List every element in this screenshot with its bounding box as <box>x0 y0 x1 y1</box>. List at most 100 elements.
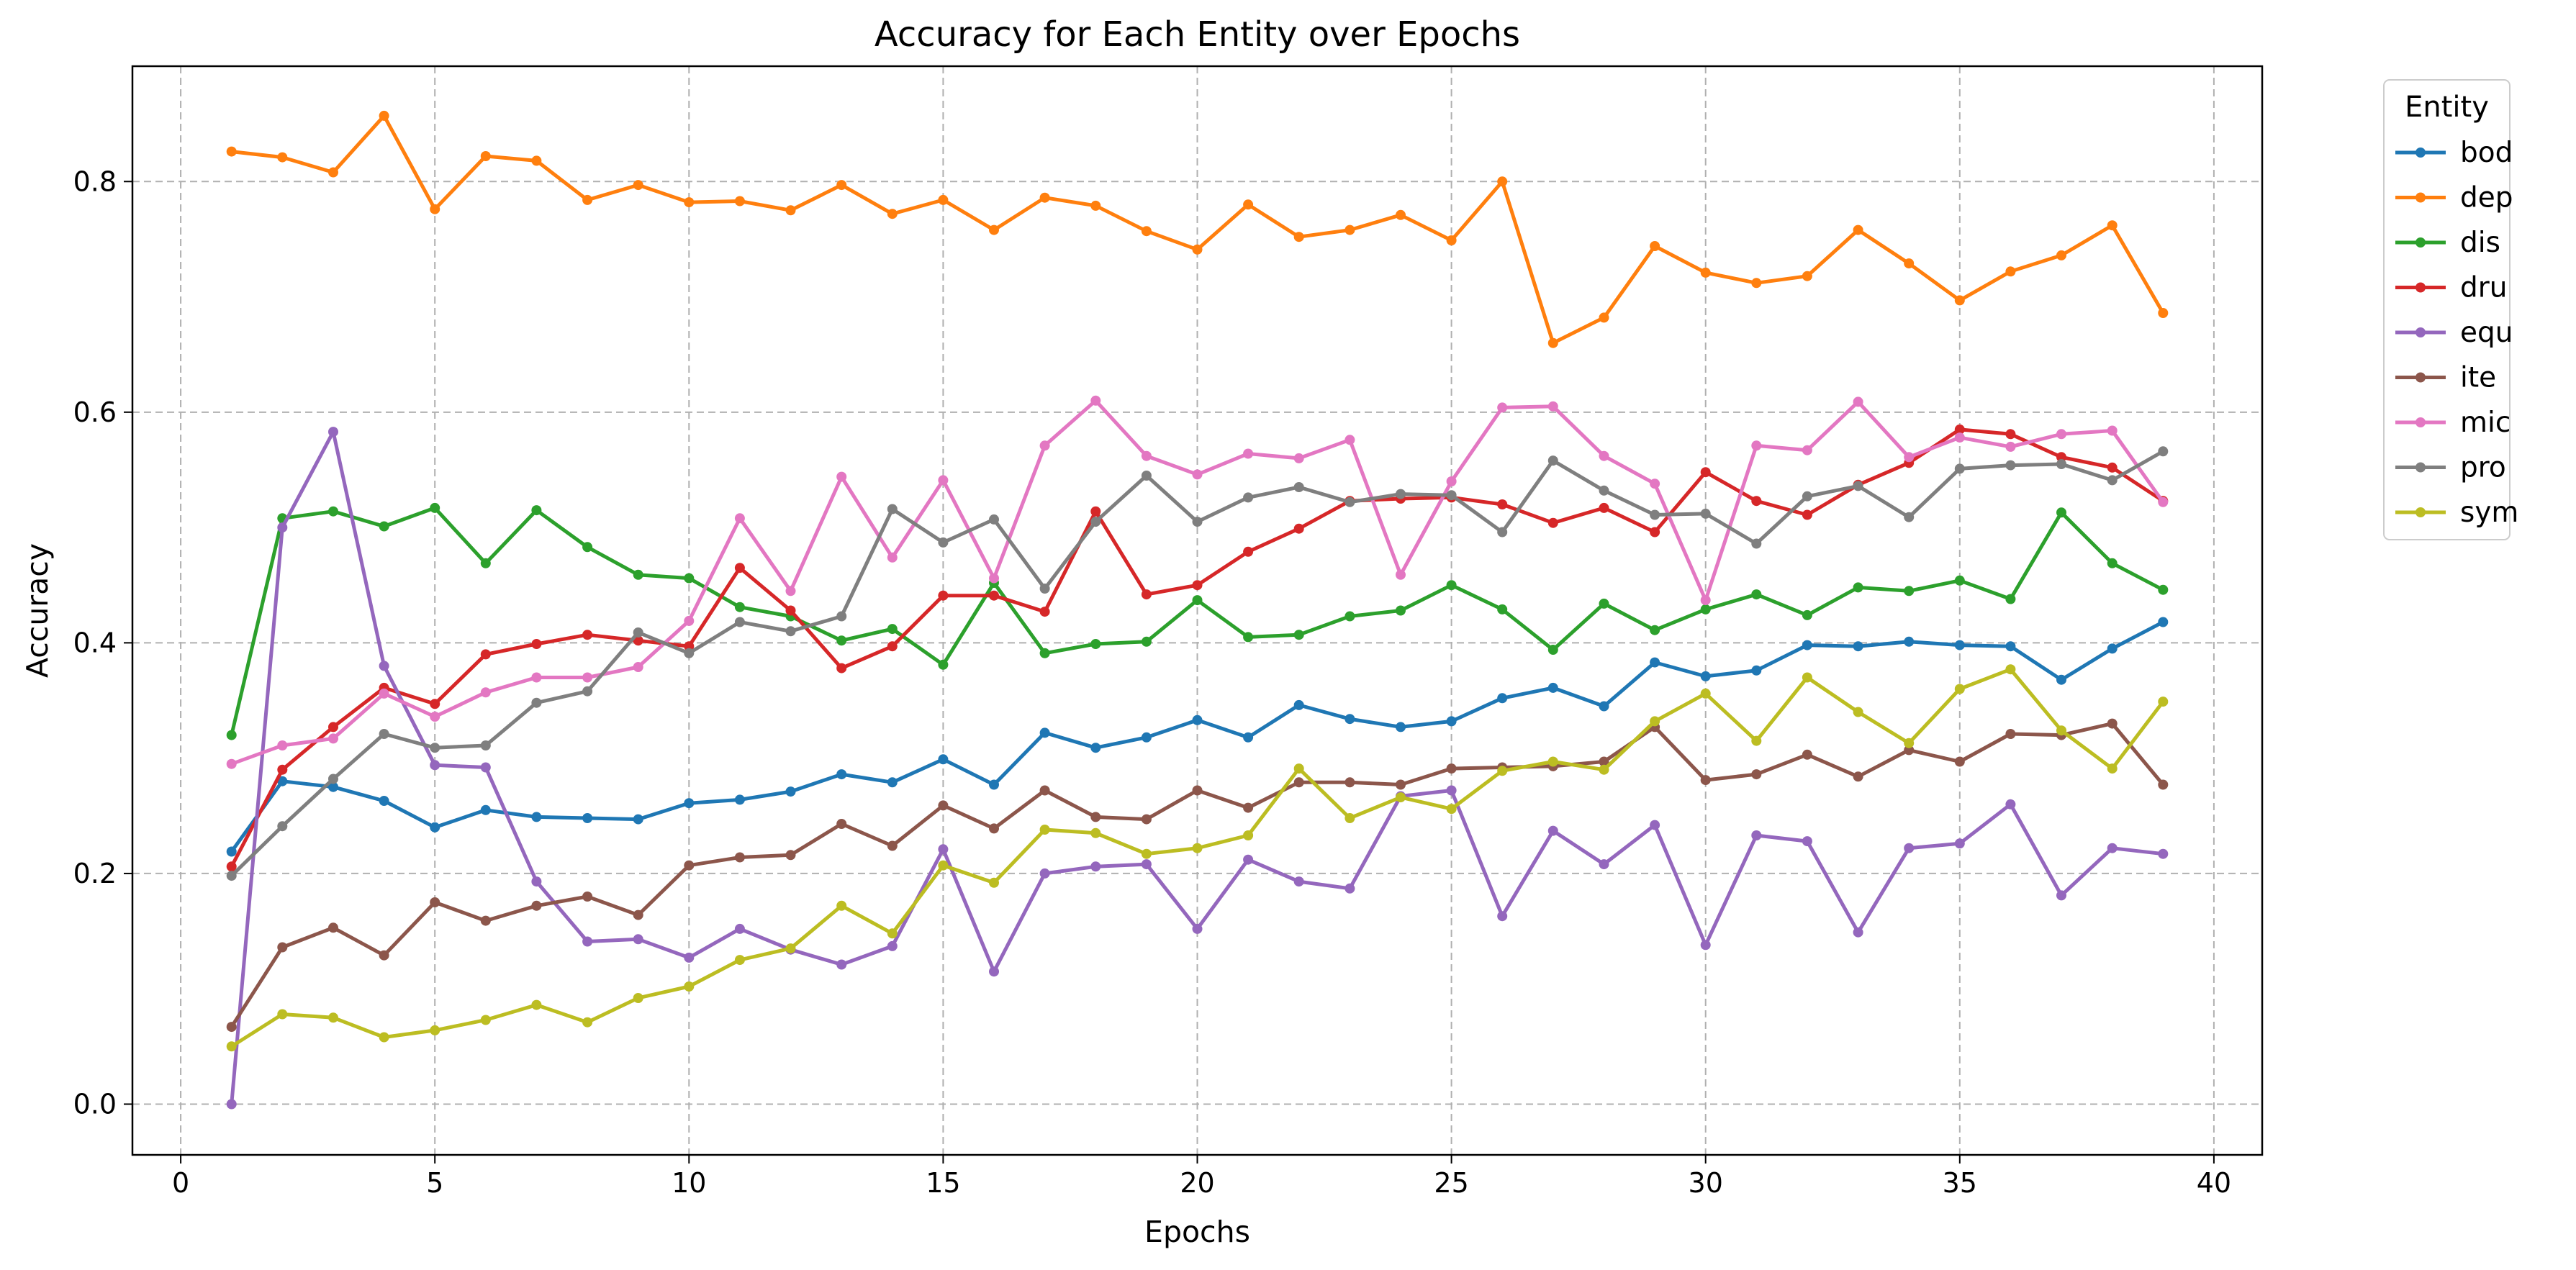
data-point-mic <box>480 687 491 698</box>
data-point-sym <box>328 1012 338 1023</box>
data-point-bod <box>1802 640 1812 650</box>
data-point-dru <box>989 590 999 601</box>
data-point-dep <box>1090 200 1101 211</box>
x-tick-label: 10 <box>672 1167 706 1199</box>
legend: Entity bod dep dis dru equ ite mic pro sym <box>2383 79 2518 540</box>
data-point-ite <box>1599 756 1609 767</box>
data-point-sym <box>1192 843 1203 853</box>
data-point-dru <box>328 722 338 732</box>
data-point-bod <box>1243 732 1254 743</box>
data-point-equ <box>887 940 898 951</box>
data-point-pro <box>938 537 949 548</box>
legend-label: dep <box>2460 182 2513 214</box>
data-point-bod <box>1853 641 1863 652</box>
data-point-mic <box>836 471 847 482</box>
data-point-mic <box>2158 496 2169 507</box>
data-point-pro <box>379 729 389 739</box>
data-point-equ <box>734 923 745 934</box>
data-point-dep <box>1192 244 1203 255</box>
data-point-mic <box>582 672 593 683</box>
legend-item-equ: equ <box>2395 317 2513 349</box>
data-point-dis <box>684 573 695 584</box>
data-point-dep <box>1700 267 1711 278</box>
data-point-dep <box>1039 192 1050 203</box>
data-point-dis <box>1954 575 1965 586</box>
data-point-bod <box>379 796 389 806</box>
legend-item-sym: sym <box>2395 496 2518 529</box>
data-point-pro <box>2158 446 2169 457</box>
series-pro <box>226 446 2169 881</box>
x-tick-label: 25 <box>1434 1167 1468 1199</box>
data-point-dis <box>1802 609 1812 620</box>
y-tick-label: 0.8 <box>73 165 117 197</box>
data-point-equ <box>430 760 440 771</box>
data-point-dep <box>785 205 796 216</box>
data-point-equ <box>379 661 389 671</box>
data-point-pro <box>1293 482 1304 492</box>
data-point-sym <box>430 1025 440 1035</box>
data-point-ite <box>1293 777 1304 788</box>
data-point-equ <box>1192 923 1203 934</box>
data-point-pro <box>1700 508 1711 519</box>
data-point-dis <box>1599 598 1609 609</box>
x-tick-label: 0 <box>172 1167 189 1199</box>
data-point-dis <box>2005 594 2016 604</box>
data-point-sym <box>1904 738 1915 748</box>
data-point-bod <box>2056 674 2066 685</box>
data-point-bod <box>938 754 949 765</box>
data-point-pro <box>1802 491 1812 502</box>
data-point-ite <box>1396 779 1406 790</box>
data-point-dru <box>1802 509 1812 520</box>
data-point-dru <box>1650 527 1660 538</box>
data-point-dis <box>1293 630 1304 640</box>
data-point-pro <box>480 740 491 750</box>
series-lines <box>226 110 2169 1110</box>
data-point-dep <box>1904 258 1915 269</box>
data-point-dep <box>684 197 695 208</box>
data-point-equ <box>277 522 288 533</box>
data-point-sym <box>1853 707 1863 717</box>
data-point-dru <box>1293 523 1304 534</box>
data-point-dis <box>2158 584 2169 595</box>
data-point-bod <box>1904 636 1915 647</box>
data-point-bod <box>582 813 593 823</box>
legend-title: Entity <box>2405 91 2489 124</box>
data-point-dis <box>1192 595 1203 606</box>
data-point-mic <box>1599 450 1609 461</box>
data-point-dis <box>1700 604 1711 614</box>
legend-swatch-marker <box>2415 148 2426 158</box>
data-point-mic <box>430 712 440 722</box>
y-tick-label: 0.0 <box>73 1088 117 1120</box>
data-point-dru <box>1954 424 1965 435</box>
data-point-sym <box>1039 825 1050 835</box>
data-point-dep <box>1802 271 1812 281</box>
data-point-bod <box>226 846 237 857</box>
data-point-ite <box>531 900 542 911</box>
series-sym <box>226 664 2169 1052</box>
data-point-dep <box>582 194 593 205</box>
data-point-dis <box>2056 507 2066 518</box>
legend-label: dru <box>2460 272 2508 304</box>
data-point-mic <box>1396 569 1406 580</box>
data-point-dis <box>582 542 593 553</box>
data-point-ite <box>633 910 643 920</box>
data-point-dep <box>1599 312 1609 323</box>
data-point-bod <box>989 779 999 790</box>
data-point-dru <box>1039 607 1050 617</box>
data-point-ite <box>684 860 695 871</box>
data-point-pro <box>1904 512 1915 522</box>
data-point-mic <box>684 615 695 626</box>
data-point-dru <box>1700 467 1711 478</box>
data-point-dep <box>1853 224 1863 235</box>
data-point-ite <box>480 915 491 926</box>
data-point-equ <box>328 427 338 437</box>
data-point-bod <box>1497 693 1508 704</box>
legend-label: equ <box>2460 317 2513 349</box>
data-point-dru <box>836 663 847 673</box>
data-point-pro <box>887 504 898 514</box>
data-point-dep <box>1141 226 1152 237</box>
data-point-dep <box>1547 337 1558 348</box>
data-point-dis <box>480 558 491 568</box>
